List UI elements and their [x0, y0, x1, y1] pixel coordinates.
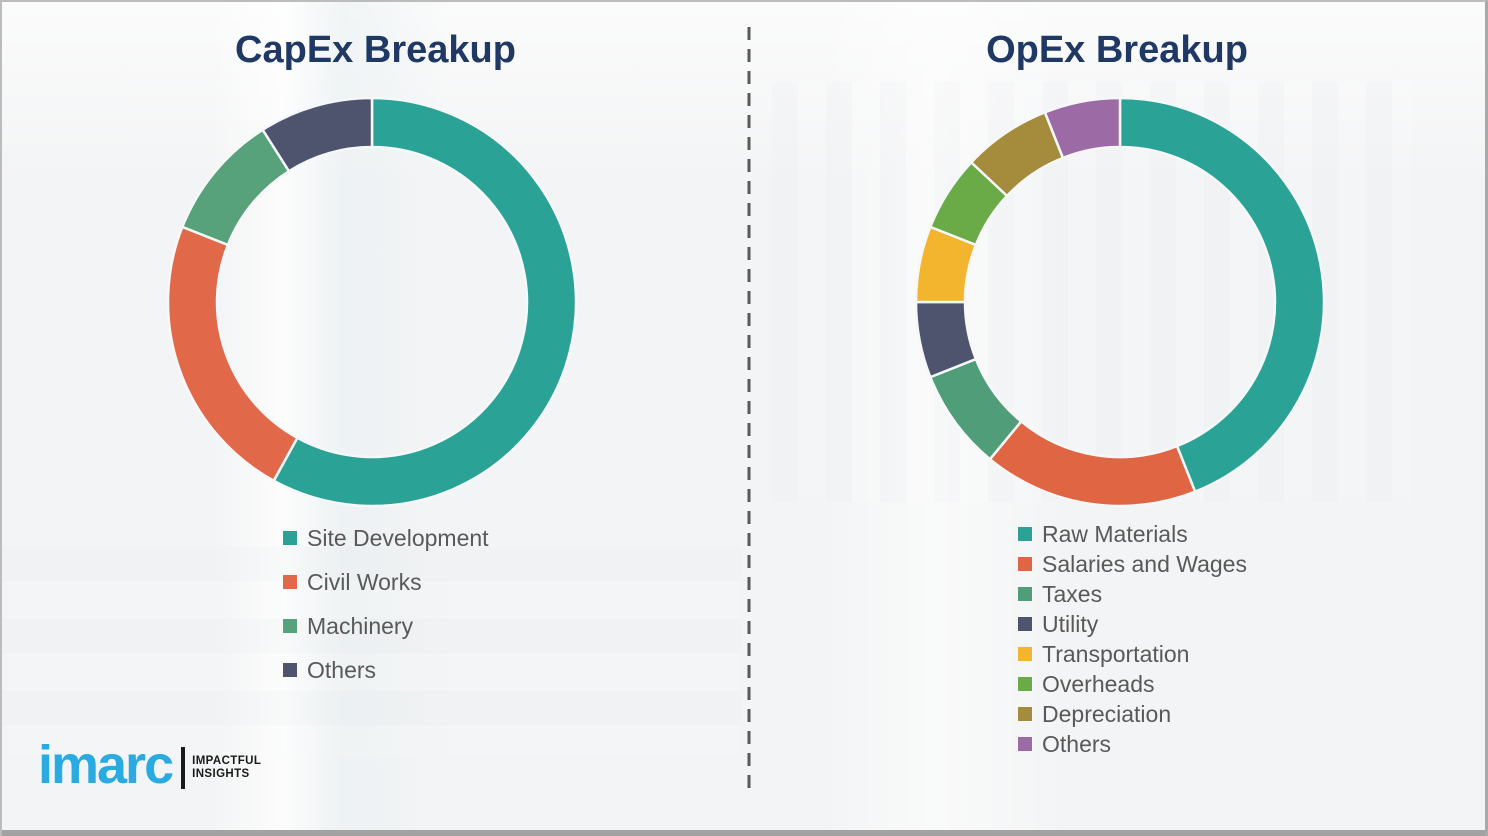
- legend-swatch-utility: [1018, 617, 1032, 631]
- legend-swatch-transportation: [1018, 647, 1032, 661]
- donut-segment-raw-materials: [1118, 96, 1326, 494]
- legend-swatch-others: [1018, 737, 1032, 751]
- legend-label-machinery: Machinery: [307, 612, 414, 639]
- legend-label-utility: Utility: [1042, 610, 1099, 637]
- legend-item-site-development: Site Development: [283, 516, 489, 560]
- capex-donut-chart: [166, 96, 578, 508]
- imarc-logo-tagline: IMPACTFUL INSIGHTS: [192, 755, 261, 781]
- legend-label-others: Others: [307, 656, 377, 683]
- legend-label-others: Others: [1042, 730, 1112, 757]
- legend-swatch-site-development: [283, 531, 297, 545]
- legend-label-overheads: Overheads: [1042, 670, 1155, 697]
- legend-swatch-salaries-and-wages: [1018, 557, 1032, 571]
- legend-swatch-civil-works: [283, 575, 297, 589]
- donut-segment-salaries-and-wages: [988, 419, 1197, 508]
- legend-swatch-depreciation: [1018, 707, 1032, 721]
- legend-label-depreciation: Depreciation: [1042, 700, 1172, 727]
- legend-item-raw-materials: Raw Materials: [1018, 519, 1247, 549]
- capex-legend: Site Development Civil Works Machinery Othe…: [283, 516, 489, 692]
- donut-segment-others: [260, 96, 374, 173]
- legend-label-civil-works: Civil Works: [307, 568, 422, 595]
- donut-segment-site-development: [272, 96, 578, 508]
- legend-item-taxes: Taxes: [1018, 579, 1247, 609]
- imarc-logo-text: imarc: [38, 735, 174, 795]
- legend-item-civil-works: Civil Works: [283, 560, 489, 604]
- legend-swatch-machinery: [283, 619, 297, 633]
- section-divider-dashed-line: [747, 27, 751, 793]
- imarc-tagline-line2: INSIGHTS: [192, 768, 250, 780]
- legend-label-transportation: Transportation: [1042, 640, 1190, 667]
- donut-segment-others: [1043, 96, 1122, 160]
- imarc-logo: imarc IMPACTFUL INSIGHTS: [38, 738, 261, 792]
- capex-chart-title: CapEx Breakup: [235, 29, 516, 71]
- legend-item-depreciation: Depreciation: [1018, 699, 1247, 729]
- legend-item-machinery: Machinery: [283, 604, 489, 648]
- opex-chart-title: OpEx Breakup: [986, 29, 1248, 71]
- legend-item-others: Others: [1018, 729, 1247, 759]
- legend-label-site-development: Site Development: [307, 524, 489, 551]
- imarc-tagline-line1: IMPACTFUL: [192, 755, 262, 767]
- legend-item-utility: Utility: [1018, 609, 1247, 639]
- imarc-logo-divider-bar: [181, 747, 186, 789]
- opex-legend: Raw Materials Salaries and Wages Taxes Util…: [1018, 519, 1247, 759]
- opex-donut-chart: [914, 96, 1326, 508]
- legend-swatch-others: [283, 663, 297, 677]
- legend-item-salaries-and-wages: Salaries and Wages: [1018, 549, 1247, 579]
- bottom-border-strip: [2, 830, 1485, 836]
- legend-swatch-overheads: [1018, 677, 1032, 691]
- legend-swatch-taxes: [1018, 587, 1032, 601]
- legend-label-taxes: Taxes: [1042, 580, 1103, 607]
- legend-label-raw-materials: Raw Materials: [1042, 520, 1188, 547]
- legend-item-overheads: Overheads: [1018, 669, 1247, 699]
- legend-swatch-raw-materials: [1018, 527, 1032, 541]
- legend-item-transportation: Transportation: [1018, 639, 1247, 669]
- legend-label-salaries-and-wages: Salaries and Wages: [1042, 550, 1247, 577]
- legend-item-others: Others: [283, 648, 489, 692]
- donut-segment-civil-works: [166, 225, 300, 483]
